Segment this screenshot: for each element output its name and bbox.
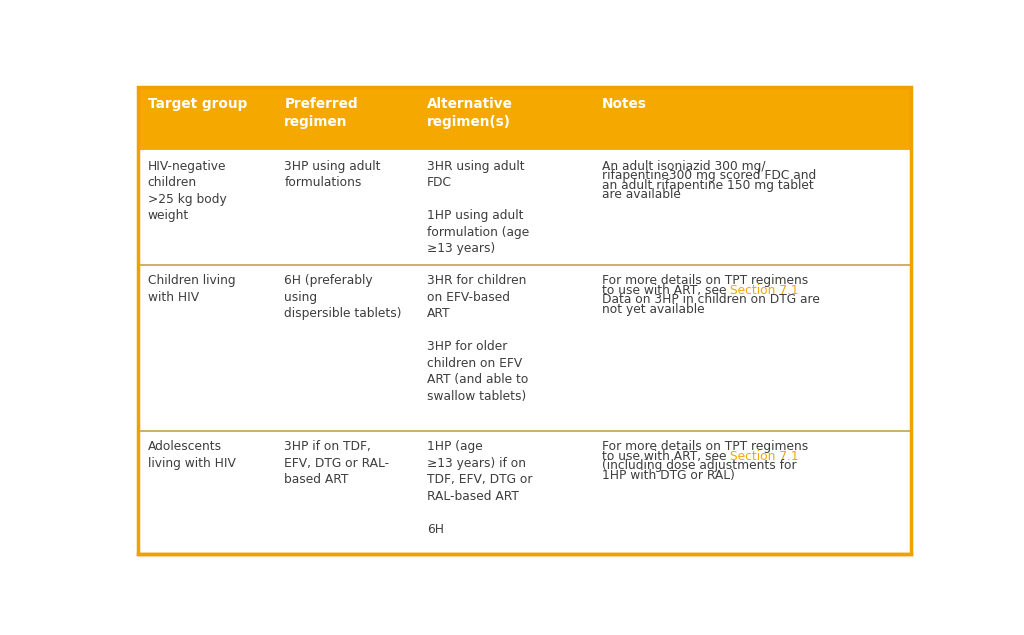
Text: 1HP (age
≥13 years) if on
TDF, EFV, DTG or
RAL-based ART

6H: 1HP (age ≥13 years) if on TDF, EFV, DTG … [427, 440, 532, 536]
Text: 3HR for children
on EFV-based
ART

3HP for older
children on EFV
ART (and able t: 3HR for children on EFV-based ART 3HP fo… [427, 274, 528, 403]
Text: Section 7.1: Section 7.1 [730, 450, 799, 463]
Text: to use with ART, see: to use with ART, see [602, 450, 730, 463]
Text: 3HP using adult
formulations: 3HP using adult formulations [285, 160, 381, 189]
Text: Children living
with HIV: Children living with HIV [147, 274, 236, 304]
Text: Notes: Notes [602, 97, 646, 110]
Bar [138, 87, 911, 150]
Text: For more details on TPT regimens: For more details on TPT regimens [602, 440, 808, 453]
Text: not yet available: not yet available [602, 303, 705, 316]
Text: HIV-negative
children
>25 kg body
weight: HIV-negative children >25 kg body weight [147, 160, 226, 222]
Text: Adolescents
living with HIV: Adolescents living with HIV [147, 440, 236, 470]
Text: rifapentine300 mg scored FDC and: rifapentine300 mg scored FDC and [602, 170, 816, 182]
Text: For more details on TPT regimens: For more details on TPT regimens [602, 274, 808, 288]
Text: an adult rifapentine 150 mg tablet: an adult rifapentine 150 mg tablet [602, 179, 813, 192]
Text: Data on 3HP in children on DTG are: Data on 3HP in children on DTG are [602, 293, 819, 307]
Text: An adult isoniazid 300 mg/: An adult isoniazid 300 mg/ [602, 160, 765, 173]
Text: 1HP with DTG or RAL): 1HP with DTG or RAL) [602, 469, 734, 482]
Text: Alternative
regimen(s): Alternative regimen(s) [427, 97, 513, 128]
Text: Preferred
regimen: Preferred regimen [285, 97, 358, 128]
Text: are available: are available [602, 189, 681, 201]
Text: Section 7.1: Section 7.1 [730, 284, 799, 297]
Text: (including dose adjustments for: (including dose adjustments for [602, 459, 797, 472]
Text: 3HR using adult
FDC

1HP using adult
formulation (age
≥13 years): 3HR using adult FDC 1HP using adult form… [427, 160, 529, 255]
Text: 3HP if on TDF,
EFV, DTG or RAL-
based ART: 3HP if on TDF, EFV, DTG or RAL- based AR… [285, 440, 389, 486]
Text: 6H (preferably
using
dispersible tablets): 6H (preferably using dispersible tablets… [285, 274, 401, 321]
Text: Target group: Target group [147, 97, 247, 110]
Text: to use with ART, see: to use with ART, see [602, 284, 730, 297]
